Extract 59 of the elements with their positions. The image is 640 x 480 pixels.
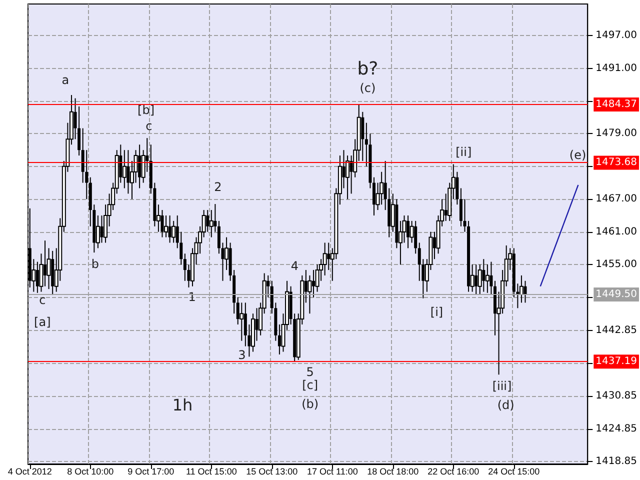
ref-line-label: 1449.50 — [596, 289, 638, 300]
annotation: (d) — [497, 398, 514, 412]
annotation: b — [91, 257, 99, 271]
x-tick-label: 17 Oct 11:00 — [306, 466, 358, 476]
annotation: 2 — [214, 180, 222, 194]
y-tick-label: 1430.85 — [596, 390, 638, 402]
x-tick-label: 4 Oct 2012 — [8, 466, 52, 476]
annotation: [iii] — [492, 379, 512, 393]
candlestick — [482, 258, 486, 292]
candlestick — [168, 214, 172, 244]
annotation: [a] — [34, 315, 51, 329]
y-tick-label: 1424.85 — [596, 423, 638, 434]
candlestick — [126, 150, 130, 194]
annotation: b? — [357, 58, 378, 80]
annotation: [i] — [430, 305, 444, 319]
candlestick — [206, 210, 210, 232]
annotation: 5 — [306, 365, 314, 379]
candlestick — [459, 188, 462, 227]
ref-line-label: 1484.37 — [596, 98, 638, 110]
candlestick — [327, 242, 330, 270]
annotation: (e) — [569, 148, 586, 162]
ref-line-label: 1473.68 — [596, 157, 638, 168]
annotation: (b) — [302, 397, 319, 411]
annotation: a — [62, 73, 70, 87]
candlestick — [524, 280, 527, 304]
annotation: (c) — [360, 81, 376, 95]
annotation: [b] — [138, 103, 155, 117]
x-tick-label: 11 Oct 15:00 — [186, 466, 237, 476]
candlestick — [414, 220, 418, 254]
y-tick-label: 1418.85 — [596, 456, 638, 468]
candlestick — [36, 261, 39, 294]
candlestick — [361, 111, 364, 162]
x-tick-label: 18 Oct 18:00 — [367, 466, 419, 476]
x-tick-label: 9 Oct 17:00 — [128, 466, 174, 476]
y-tick-label: 1455.00 — [596, 259, 638, 270]
annotation: [c] — [302, 378, 318, 392]
annotation: 3 — [238, 348, 246, 362]
candlestick — [138, 144, 142, 189]
annotation: [ii] — [456, 145, 472, 159]
annotation: 4 — [290, 259, 299, 273]
x-tick-label: 22 Oct 16:00 — [428, 466, 480, 476]
y-tick-label: 1442.85 — [596, 325, 638, 336]
y-tick-label: 1479.00 — [596, 128, 638, 140]
candlestick — [474, 264, 478, 295]
candlestick — [100, 214, 104, 244]
annotation: 1h — [172, 396, 193, 414]
candlestick — [490, 261, 493, 295]
x-tick-label: 15 Oct 13:00 — [246, 466, 298, 476]
x-tick-label: 8 Oct 10:00 — [67, 466, 114, 476]
y-tick-label: 1497.00 — [596, 30, 638, 42]
y-tick-label: 1467.00 — [596, 194, 638, 205]
candlestick — [214, 204, 217, 232]
annotation: c — [39, 293, 46, 307]
ref-line-label: 1437.19 — [596, 356, 638, 368]
candlestick — [278, 324, 281, 355]
x-tick-label: 24 Oct 15:00 — [488, 466, 540, 476]
annotation: c — [146, 119, 152, 133]
y-tick-label: 1491.00 — [596, 62, 638, 74]
y-tick-label: 1461.00 — [596, 226, 638, 238]
